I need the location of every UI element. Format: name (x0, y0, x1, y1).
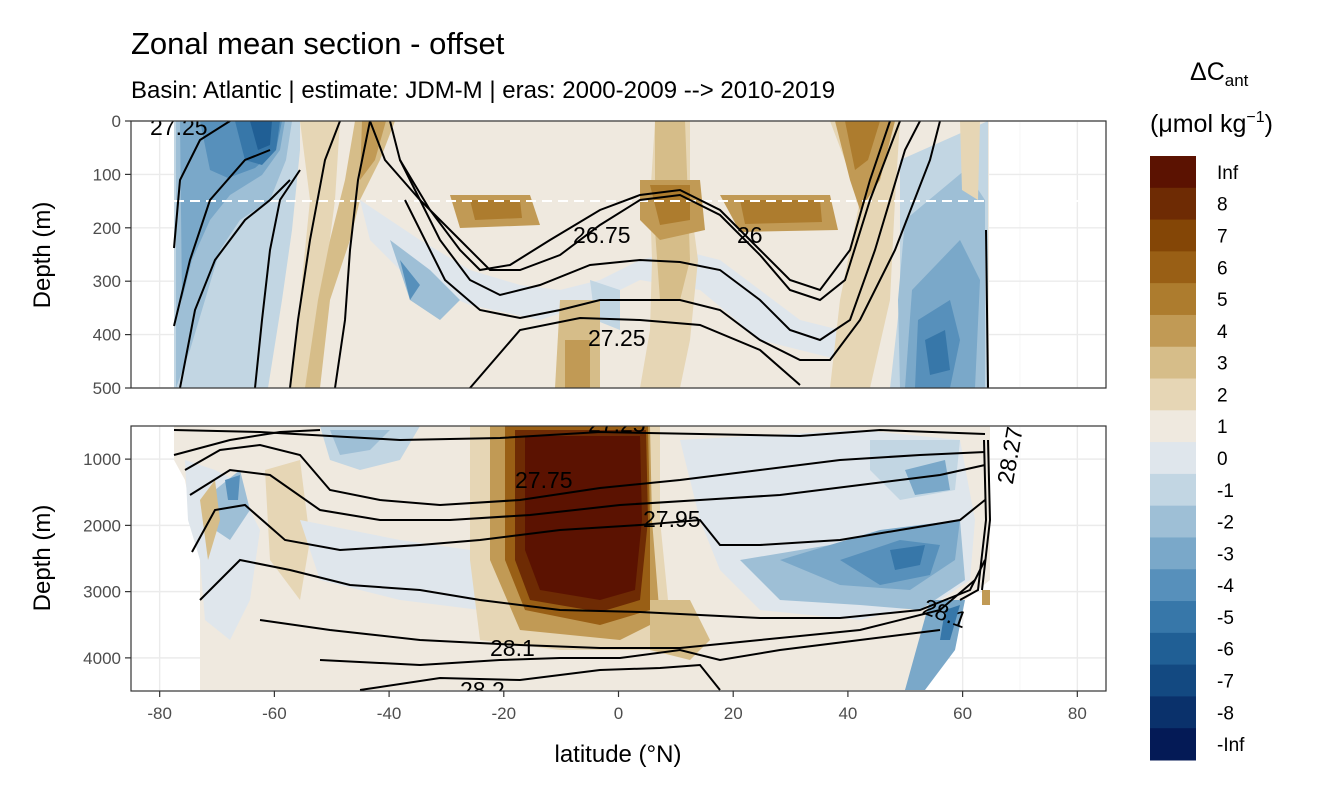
y-tick-label: 200 (93, 219, 121, 238)
y-tick-label: 300 (93, 272, 121, 291)
legend-swatch (1150, 378, 1196, 411)
contour-label: 27.25 (150, 114, 208, 140)
contours-upper (173, 121, 989, 388)
legend-label: -7 (1217, 672, 1234, 693)
x-tick-label: -80 (147, 704, 172, 723)
contour-label: 27.25 (588, 411, 646, 437)
chart-title: Zonal mean section - offset (131, 26, 505, 61)
y-axis-label-lower: Depth (m) (29, 505, 56, 612)
contour-label: 27.25 (588, 325, 646, 351)
panel-lower: 27.25 27.75 27.95 28.1 28.2 28.1 28.27 1… (83, 411, 1107, 703)
legend-label: -Inf (1217, 735, 1245, 756)
legend-label: -2 (1217, 513, 1234, 534)
legend-label: 7 (1217, 226, 1228, 247)
legend-swatch (1150, 569, 1196, 602)
x-tick-label: 80 (1068, 704, 1087, 723)
contour-label: 28.2 (460, 677, 505, 703)
x-axis-label: latitude (°N) (555, 741, 682, 768)
legend-label: 3 (1217, 354, 1228, 375)
y-axis-label-upper: Depth (m) (29, 202, 56, 309)
x-tick-label: 60 (953, 704, 972, 723)
contour-label: 28.1 (490, 635, 535, 661)
legend-swatch (1150, 505, 1196, 538)
legend-swatch (1150, 314, 1196, 348)
y-tick-label: 500 (93, 379, 121, 398)
x-tick-label: -20 (492, 704, 517, 723)
contour-label: 26 (737, 222, 763, 248)
y-tick-label: 400 (93, 326, 121, 345)
legend-title: ΔCant (1190, 58, 1249, 90)
legend-label: 1 (1217, 417, 1228, 438)
legend-colorbar: Inf 8 7 6 5 4 3 2 1 0 -1 -2 -3 -4 -5 -6 -7 -8 -Inf (1150, 156, 1245, 761)
legend-label: 4 (1217, 322, 1228, 343)
legend-unit: (μmol kg−1) (1150, 109, 1273, 138)
legend-label: -5 (1217, 608, 1234, 629)
x-ticks: -80 -60 -40 -20 0 20 40 60 80 (147, 691, 1087, 723)
legend-swatch (1150, 410, 1196, 443)
y-tick-label: 4000 (83, 649, 121, 668)
y-tick-label: 1000 (83, 450, 121, 469)
y-tick-label: 0 (112, 112, 121, 131)
field-lower: 27.25 27.75 27.95 28.1 28.2 28.1 28.27 (173, 411, 1028, 703)
legend-swatch (1150, 442, 1196, 475)
legend-label: -4 (1217, 576, 1234, 597)
contour-label: 26.75 (573, 222, 631, 248)
y-tick-label: 100 (93, 165, 121, 184)
legend-label: 6 (1217, 258, 1228, 279)
contour-label: 27.95 (643, 506, 701, 532)
legend-swatch (1150, 187, 1196, 221)
chart-subtitle: Basin: Atlantic | estimate: JDM-M | eras… (131, 77, 835, 104)
y-ticks-upper: 0 100 200 300 400 500 (93, 112, 131, 398)
contours-lower (173, 428, 992, 691)
y-ticks-lower: 1000 2000 3000 4000 (83, 450, 131, 668)
contour-label: 27.75 (515, 467, 573, 493)
legend-swatch (1150, 696, 1196, 729)
field-upper: 27.25 26.75 26 27.25 (150, 114, 1106, 388)
x-tick-label: 40 (838, 704, 857, 723)
x-tick-label: -60 (262, 704, 287, 723)
legend-label: 0 (1217, 449, 1228, 470)
legend-swatch (1150, 537, 1196, 570)
legend-label: Inf (1217, 163, 1239, 184)
legend-swatch (1150, 473, 1196, 507)
legend-swatch (1150, 219, 1196, 252)
legend-swatch (1150, 632, 1196, 666)
x-tick-label: 0 (614, 704, 623, 723)
legend-swatch (1150, 251, 1196, 284)
legend-swatch (1150, 156, 1196, 189)
legend-label: 5 (1217, 290, 1228, 311)
y-tick-label: 2000 (83, 516, 121, 535)
legend-label: 2 (1217, 385, 1228, 406)
legend-label: -3 (1217, 544, 1234, 565)
legend-label: -8 (1217, 703, 1234, 724)
panel-upper: 27.25 26.75 26 27.25 0 100 200 300 400 500 (93, 112, 1107, 398)
legend-label: -1 (1217, 481, 1234, 502)
legend: ΔCant (μmol kg−1) Inf 8 7 6 5 4 3 2 1 0 -1 -2 -3 -4 -5… (1150, 58, 1273, 761)
legend-swatch (1150, 346, 1196, 380)
legend-label: -6 (1217, 640, 1234, 661)
legend-swatch (1150, 664, 1196, 697)
legend-swatch (1150, 601, 1196, 634)
legend-swatch (1150, 283, 1196, 316)
y-tick-label: 3000 (83, 583, 121, 602)
legend-label: 8 (1217, 195, 1228, 216)
x-tick-label: -40 (377, 704, 402, 723)
legend-swatch (1150, 728, 1196, 761)
x-tick-label: 20 (724, 704, 743, 723)
